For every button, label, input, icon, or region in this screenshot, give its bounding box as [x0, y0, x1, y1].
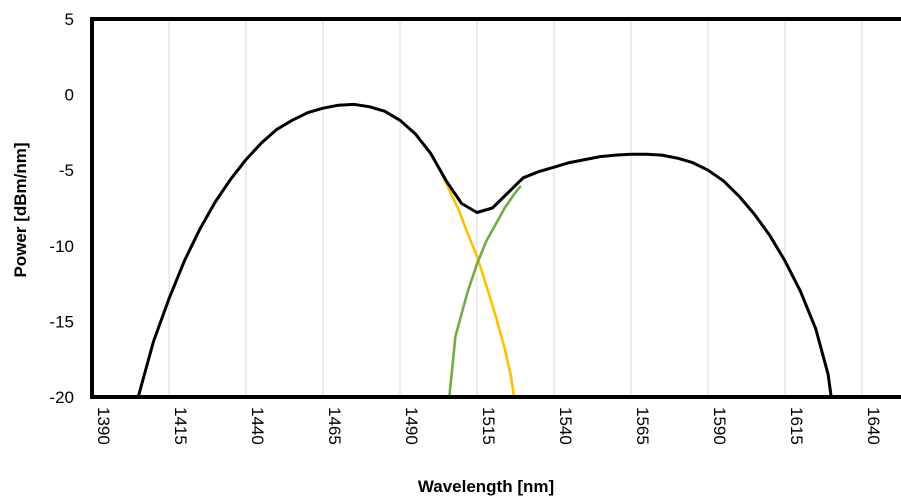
x-tick-label: 1615 [787, 407, 806, 445]
series-line [448, 185, 522, 399]
y-tick-label: 5 [65, 10, 74, 29]
x-tick-labels: 1390 1415 1440 1465 1490 1515 1540 1565 1590 1615… [94, 407, 883, 445]
y-tick-label: -5 [59, 161, 74, 180]
x-tick-label: 1640 [864, 407, 883, 445]
x-tick-label: 1390 [94, 407, 113, 445]
x-tick-label: 1590 [710, 407, 729, 445]
y-axis-title: Power [dBm/nm] [11, 142, 30, 277]
x-tick-label: 1465 [325, 407, 344, 445]
series-curves [136, 102, 833, 399]
gridlines [168, 19, 863, 397]
y-tick-label: -10 [49, 237, 74, 256]
series-line [136, 102, 833, 399]
y-tick-label: 0 [65, 86, 74, 105]
x-tick-label: 1490 [402, 407, 421, 445]
x-tick-label: 1540 [556, 407, 575, 445]
x-tick-label: 1565 [633, 407, 652, 445]
x-tick-label: 1515 [479, 407, 498, 445]
y-tick-label: -20 [49, 388, 74, 407]
x-tick-label: 1440 [248, 407, 267, 445]
y-tick-label: -15 [49, 312, 74, 331]
x-axis-title: Wavelength [nm] [418, 477, 554, 496]
plot-frame [90, 17, 901, 399]
x-tick-label: 1415 [171, 407, 190, 445]
y-tick-labels: 5 0 -5 -10 -15 -20 [49, 10, 74, 407]
